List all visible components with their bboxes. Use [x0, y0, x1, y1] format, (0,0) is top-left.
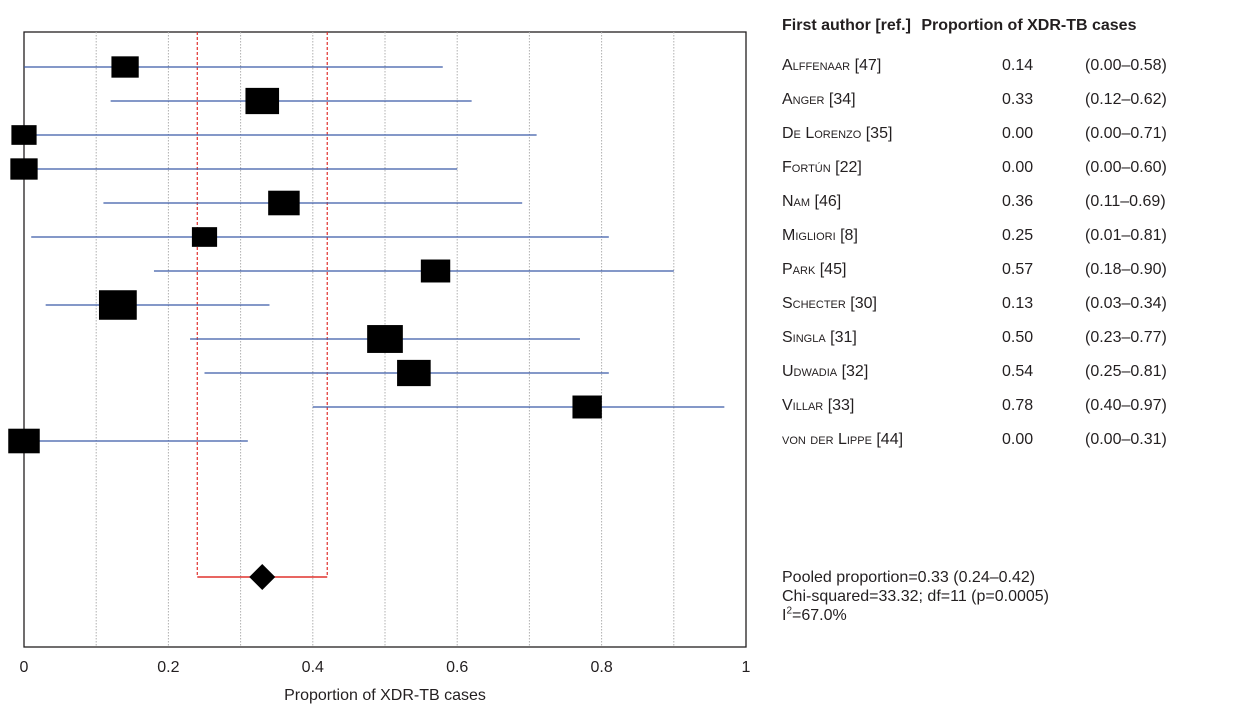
- study-marker: [98, 290, 137, 320]
- header-author: First author [ref.]: [782, 17, 911, 34]
- x-tick-label: 0: [20, 659, 29, 676]
- study-ci: (0.00–0.71): [1085, 125, 1167, 142]
- study-ci: (0.00–0.60): [1085, 159, 1167, 176]
- x-tick-label: 0.6: [446, 659, 468, 676]
- study-author: Fortún [22]: [782, 159, 862, 176]
- study-marker: [420, 259, 451, 283]
- study-marker: [8, 428, 40, 454]
- summary-stats: Pooled proportion=0.33 (0.24–0.42) Chi-s…: [782, 568, 1049, 625]
- i2-superscript: 2: [786, 605, 793, 617]
- study-marker: [367, 325, 403, 353]
- study-proportion: 0.00: [1002, 125, 1034, 142]
- study-author: Singla [31]: [782, 329, 857, 346]
- study-proportion: 0.00: [1002, 159, 1034, 176]
- study-author: De Lorenzo [35]: [782, 125, 893, 142]
- study-author: Migliori [8]: [782, 227, 858, 244]
- study-marker: [397, 359, 431, 387]
- study-marker: [245, 87, 280, 115]
- study-ci: (0.03–0.34): [1085, 295, 1167, 312]
- x-tick-label: 0.4: [302, 659, 324, 676]
- study-ci: (0.18–0.90): [1085, 261, 1167, 278]
- study-markers: [8, 56, 725, 454]
- pooled-proportion-text: Pooled proportion=0.33 (0.24–0.42): [782, 569, 1036, 586]
- table-header: First author [ref.] Proportion of XDR-TB…: [782, 17, 1136, 35]
- study-ci: (0.01–0.81): [1085, 227, 1167, 244]
- x-tick-label: 1: [742, 659, 751, 676]
- study-proportion: 0.54: [1002, 363, 1034, 380]
- i2-prefix: I: [782, 607, 787, 624]
- study-ci: (0.00–0.31): [1085, 431, 1167, 448]
- study-author: Udwadia [32]: [782, 363, 869, 380]
- study-ci: (0.00–0.58): [1085, 57, 1167, 74]
- study-proportion: 0.57: [1002, 261, 1034, 278]
- study-marker: [10, 158, 38, 180]
- study-marker: [11, 125, 37, 145]
- pooled-interval: [196, 32, 328, 590]
- study-marker: [191, 227, 218, 247]
- study-author: Park [45]: [782, 261, 847, 278]
- i2-text: I2=67.0%: [782, 606, 1049, 625]
- study-marker: [268, 190, 300, 216]
- study-author: Villar [33]: [782, 397, 855, 414]
- x-tick-label: 0.8: [590, 659, 612, 676]
- study-proportion: 0.14: [1002, 57, 1034, 74]
- study-proportion: 0.25: [1002, 227, 1034, 244]
- study-ci: (0.40–0.97): [1085, 397, 1167, 414]
- study-proportion: 0.13: [1002, 295, 1034, 312]
- x-axis-ticks: 0 0.2 0.4 0.6 0.8 1: [20, 659, 751, 676]
- study-ci: (0.23–0.77): [1085, 329, 1167, 346]
- study-ci: (0.25–0.81): [1085, 363, 1167, 380]
- study-author: Alffenaar [47]: [782, 57, 882, 74]
- study-ci: (0.12–0.62): [1085, 91, 1167, 108]
- study-marker: [111, 56, 139, 78]
- x-tick-label: 0.2: [157, 659, 179, 676]
- study-proportion: 0.36: [1002, 193, 1034, 210]
- study-ci: (0.11–0.69): [1085, 193, 1166, 210]
- study-author: von der Lippe [44]: [782, 431, 904, 448]
- x-axis-label: Proportion of XDR-TB cases: [284, 687, 486, 704]
- chi-squared-text: Chi-squared=33.32; df=11 (p=0.0005): [782, 588, 1050, 605]
- study-proportion: 0.33: [1002, 91, 1034, 108]
- study-marker: [572, 395, 602, 419]
- i2-value: =67.0%: [792, 607, 847, 624]
- forest-plot: 0 0.2 0.4 0.6 0.8 1 Proportion of XDR-TB case…: [8, 31, 751, 704]
- study-proportion: 0.50: [1002, 329, 1034, 346]
- pooled-diamond: [249, 564, 276, 590]
- study-author: Nam [46]: [782, 193, 842, 210]
- study-author: Schecter [30]: [782, 295, 877, 312]
- study-proportion: 0.00: [1002, 431, 1034, 448]
- study-proportion: 0.78: [1002, 397, 1034, 414]
- study-author: Anger [34]: [782, 91, 856, 108]
- header-proportion: Proportion of XDR-TB cases: [921, 17, 1137, 34]
